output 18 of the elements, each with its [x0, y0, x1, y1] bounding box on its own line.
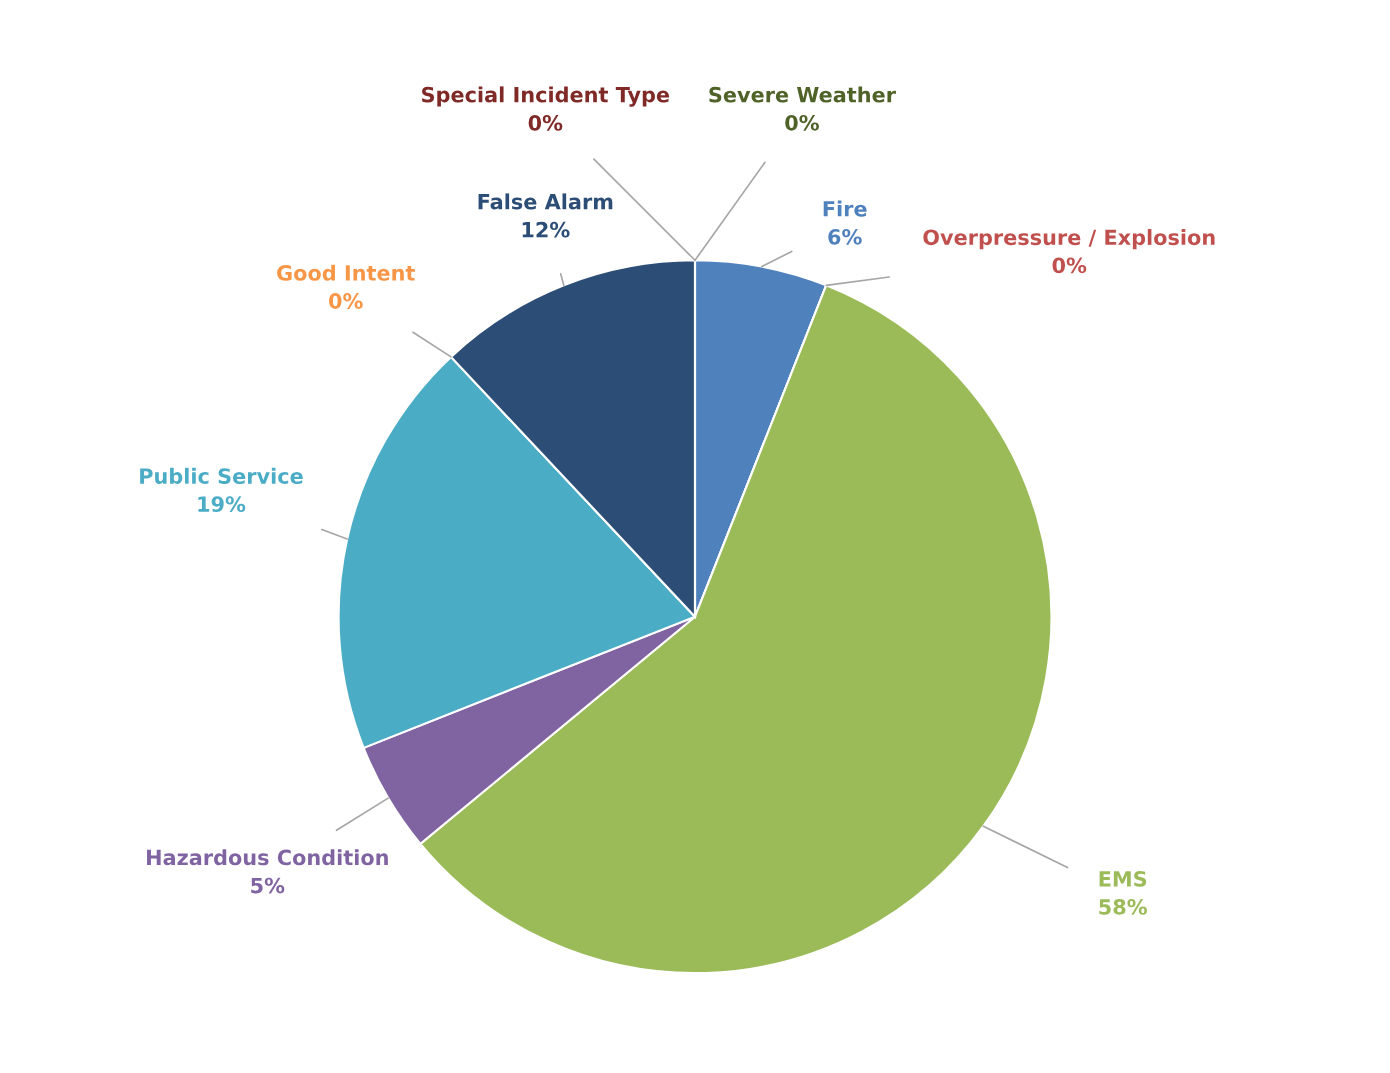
- slice-label: False Alarm: [478, 193, 613, 210]
- text: 0%: [528, 115, 563, 131]
- slice-label: EMS: [1099, 870, 1147, 887]
- slice-label: Fire: [823, 200, 867, 217]
- text: 0%: [329, 293, 363, 309]
- data-label: 5%: [251, 877, 285, 894]
- category-label: Severe Weather: [709, 86, 896, 103]
- category-label: Special Incident Type: [422, 86, 670, 107]
- slice-label: Hazardous Condition: [147, 849, 388, 866]
- data-label: 58%: [1099, 899, 1147, 915]
- text: 0%: [785, 114, 819, 131]
- category-label: Good Intent: [277, 264, 415, 281]
- text: 0%: [1052, 257, 1087, 274]
- data-label: 19%: [198, 496, 246, 513]
- slice-label: Public Service: [140, 467, 303, 484]
- category-label: Overpressure / Explosion: [923, 229, 1215, 250]
- data-label: 6%: [828, 228, 862, 245]
- data-label: 12%: [522, 221, 570, 238]
